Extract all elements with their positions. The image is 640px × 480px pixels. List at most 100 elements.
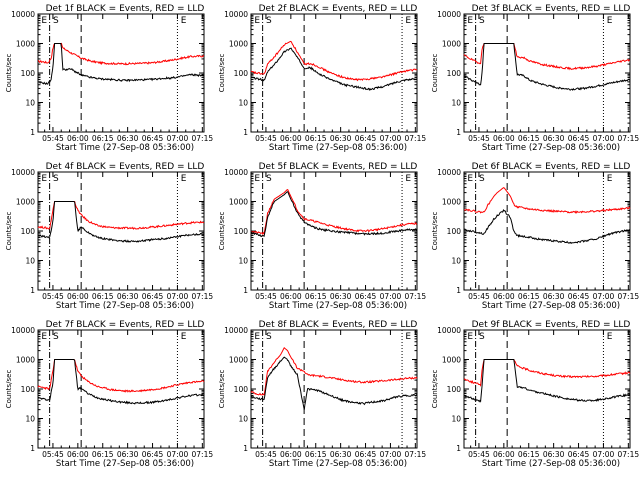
- x-tick-label: 06:15: [92, 292, 114, 301]
- x-tick-label: 06:45: [142, 134, 164, 143]
- y-axis-label: Counts/sec: [218, 212, 226, 251]
- y-tick-label: 1000: [16, 198, 35, 207]
- x-tick-label: 06:15: [92, 134, 114, 143]
- x-tick-label: 06:45: [142, 450, 164, 459]
- y-tick-label: 1000: [16, 40, 35, 49]
- y-tick-label: 10: [451, 257, 461, 266]
- x-tick-label: 07:00: [593, 292, 615, 301]
- events-series-line: [463, 43, 631, 91]
- y-tick-label: 1000: [442, 356, 461, 365]
- y-tick-label: 1000: [442, 198, 461, 207]
- y-tick-label: 10000: [224, 168, 248, 177]
- y-tick-label: 1: [456, 444, 461, 453]
- y-tick-label: 10: [238, 257, 248, 266]
- events-series-line: [37, 359, 205, 405]
- x-tick-label: 07:15: [192, 134, 214, 143]
- x-tick-label: 06:30: [543, 292, 565, 301]
- panel-8: Det 8f BLACK = Events, RED = LLD 1 10 100 10…: [218, 320, 426, 469]
- y-tick-label: 100: [21, 227, 36, 236]
- marker-label: E: [181, 16, 187, 26]
- y-tick-label: 1000: [442, 40, 461, 49]
- x-tick-label: 06:15: [305, 134, 327, 143]
- y-tick-label: 10: [25, 415, 35, 424]
- panel-title: Det 4f BLACK = Events, RED = LLD: [46, 162, 205, 172]
- y-tick-label: 100: [234, 385, 249, 394]
- x-tick-label: 06:30: [330, 450, 352, 459]
- x-tick-label: 05:45: [255, 292, 277, 301]
- marker-label: E: [181, 332, 187, 342]
- x-tick-label: 06:45: [355, 292, 377, 301]
- y-axis-label: Counts/sec: [218, 370, 226, 409]
- x-tick-label: 06:30: [117, 292, 139, 301]
- x-axis-label: Start Time (27-Sep-08 05:36:00): [56, 459, 194, 469]
- x-tick-label: 07:00: [593, 134, 615, 143]
- y-tick-label: 100: [447, 69, 462, 78]
- x-axis-label: Start Time (27-Sep-08 05:36:00): [482, 143, 620, 153]
- lld-series-line: [250, 189, 418, 236]
- x-tick-label: 05:45: [42, 292, 64, 301]
- y-axis-label: Counts/sec: [5, 212, 13, 251]
- y-axis-label: Counts/sec: [5, 54, 13, 93]
- x-tick-label: 07:00: [167, 292, 189, 301]
- events-series-line: [250, 47, 418, 91]
- y-tick-label: 10000: [437, 326, 461, 335]
- x-tick-label: 07:15: [618, 134, 640, 143]
- marker-label: E: [41, 16, 47, 26]
- x-tick-label: 06:15: [518, 292, 540, 301]
- y-axis-label: Counts/sec: [5, 370, 13, 409]
- marker-label: S: [266, 332, 272, 342]
- plot-frame: [463, 171, 631, 291]
- y-tick-label: 100: [447, 227, 462, 236]
- x-tick-label: 05:45: [468, 292, 490, 301]
- x-tick-label: 06:45: [142, 292, 164, 301]
- lld-series-line: [463, 187, 631, 214]
- events-series-line: [37, 43, 205, 85]
- y-tick-label: 100: [21, 69, 36, 78]
- y-axis-label: Counts/sec: [431, 370, 439, 409]
- x-tick-label: 05:45: [468, 450, 490, 459]
- x-tick-label: 07:00: [167, 134, 189, 143]
- y-tick-label: 10: [238, 415, 248, 424]
- x-tick-label: 07:00: [380, 292, 402, 301]
- x-tick-label: 07:15: [405, 134, 427, 143]
- x-tick-label: 06:15: [92, 450, 114, 459]
- x-tick-label: 06:00: [280, 134, 302, 143]
- x-axis-label: Start Time (27-Sep-08 05:36:00): [482, 459, 620, 469]
- x-tick-label: 07:00: [380, 450, 402, 459]
- x-tick-label: 07:15: [618, 292, 640, 301]
- panel-title: Det 6f BLACK = Events, RED = LLD: [472, 162, 631, 172]
- marker-label: E: [254, 174, 260, 184]
- marker-label: S: [53, 332, 59, 342]
- x-tick-label: 06:15: [305, 292, 327, 301]
- plot-frame: [250, 13, 418, 133]
- y-tick-label: 1: [243, 444, 248, 453]
- x-tick-label: 06:45: [568, 134, 590, 143]
- y-tick-label: 10: [25, 257, 35, 266]
- x-tick-label: 06:15: [305, 450, 327, 459]
- x-tick-label: 06:00: [493, 292, 515, 301]
- plot-frame: [250, 329, 418, 449]
- lld-series-line: [250, 40, 418, 82]
- x-tick-label: 06:30: [117, 450, 139, 459]
- marker-label: E: [607, 16, 613, 26]
- lld-series-line: [38, 42, 205, 66]
- marker-label: E: [607, 174, 613, 184]
- panel-4: Det 4f BLACK = Events, RED = LLD 1 10 100 10…: [5, 162, 213, 311]
- x-tick-label: 06:00: [67, 450, 89, 459]
- marker-label: S: [266, 16, 272, 26]
- y-tick-label: 100: [234, 227, 249, 236]
- x-tick-label: 07:15: [192, 450, 214, 459]
- y-tick-label: 10: [238, 99, 248, 108]
- x-tick-label: 07:00: [167, 450, 189, 459]
- y-tick-label: 1000: [229, 198, 248, 207]
- marker-label: E: [467, 332, 473, 342]
- x-tick-label: 07:15: [405, 292, 427, 301]
- x-tick-label: 05:45: [255, 450, 277, 459]
- x-tick-label: 06:00: [493, 450, 515, 459]
- y-axis-label: Counts/sec: [431, 212, 439, 251]
- plot-frame: [463, 13, 631, 133]
- marker-label: E: [254, 332, 260, 342]
- panel-title: Det 9f BLACK = Events, RED = LLD: [472, 320, 631, 330]
- x-tick-label: 06:45: [568, 450, 590, 459]
